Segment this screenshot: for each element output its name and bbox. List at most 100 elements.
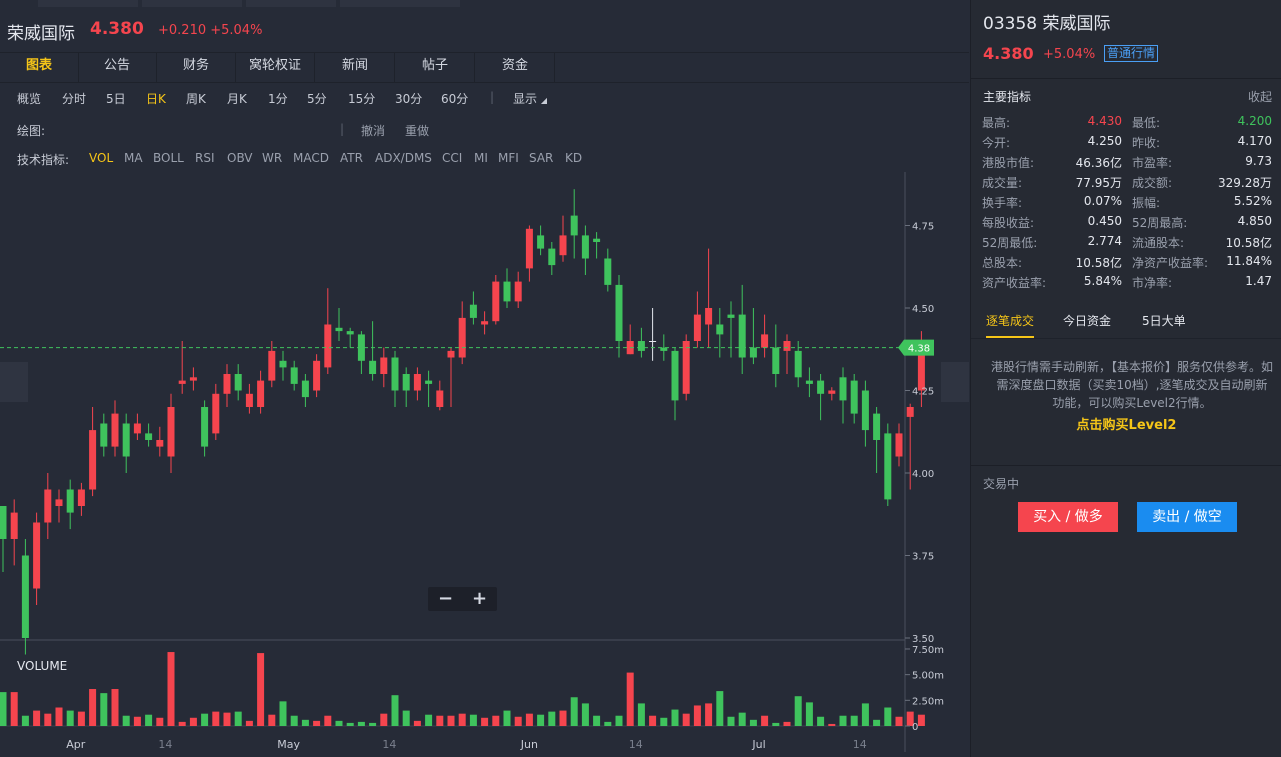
stock-tab[interactable] [246, 0, 336, 7]
candlestick-chart[interactable]: 4.75 4.50 4.25 4.00 3.75 3.50 7.50m 5.00m 2.50m… [0, 172, 969, 752]
period-daily[interactable]: 日K [146, 92, 166, 106]
period-15min[interactable]: 15分 [348, 92, 376, 106]
metric-row: 今开: 4.250 昨收: 4.170 [971, 132, 1281, 152]
metric-label: 流通股本: [1132, 236, 1185, 250]
period-5min[interactable]: 5分 [307, 92, 327, 106]
metric-row: 每股收益: 0.450 52周最高: 4.850 [971, 212, 1281, 232]
volume-bar [637, 703, 645, 726]
candle [917, 347, 925, 391]
metric-label: 最低: [1132, 116, 1161, 130]
quote-type-badge[interactable]: 普通行情 [1104, 45, 1159, 62]
candle [279, 360, 287, 368]
tab-financials[interactable]: 财务 [157, 52, 236, 82]
volume-bar [593, 715, 601, 726]
candle [44, 489, 52, 523]
period-monthly[interactable]: 月K [227, 92, 247, 106]
volume-bar [245, 720, 253, 726]
redo-button[interactable]: 重做 [405, 124, 430, 138]
scroll-left-button[interactable] [0, 362, 28, 402]
indicator-sar[interactable]: SAR [529, 151, 554, 165]
candle [850, 380, 858, 414]
candle [761, 334, 769, 348]
tab-news[interactable]: 新闻 [316, 52, 395, 82]
zoom-control: − + [428, 587, 497, 611]
volume-bar [649, 715, 657, 726]
tab-capital[interactable]: 资金 [476, 52, 555, 82]
indicator-vol[interactable]: VOL [89, 151, 114, 165]
tab-announcements[interactable]: 公告 [78, 52, 157, 82]
candle [895, 433, 903, 457]
tab-5day-large[interactable]: 5日大单 [1142, 314, 1186, 328]
tab-chart[interactable]: 图表 [0, 52, 79, 82]
indicator-atr[interactable]: ATR [340, 151, 363, 165]
volume-bar [805, 702, 813, 726]
volume-bar [761, 715, 769, 726]
metric-value: 329.28万 [1218, 176, 1272, 190]
indicator-mi[interactable]: MI [474, 151, 488, 165]
period-weekly[interactable]: 周K [186, 92, 206, 106]
candle [167, 407, 175, 457]
tab-tick-trades[interactable]: 逐笔成交 [986, 312, 1035, 338]
candle [100, 423, 108, 447]
volume-bar [425, 714, 433, 726]
collapse-button[interactable]: 收起 [1247, 90, 1272, 104]
period-5day[interactable]: 5日 [106, 92, 126, 106]
volume-bar [89, 689, 97, 726]
volume-tick-label: 5.00m [912, 671, 944, 682]
metric-value: 0.07% [1083, 194, 1122, 208]
x-tick-label: Jul [751, 738, 765, 751]
candle [884, 433, 892, 500]
display-dropdown[interactable]: 显示 ◢ [513, 90, 547, 107]
candle [436, 390, 444, 407]
buy-button[interactable]: 买入 / 做多 [1018, 502, 1118, 532]
indicator-wr[interactable]: WR [262, 151, 283, 165]
volume-bar [469, 714, 477, 726]
metric-label: 振幅: [1132, 196, 1161, 210]
candle [133, 423, 141, 434]
metric-row: 资产收益率: 5.84% 市净率: 1.47 [971, 272, 1281, 292]
indicator-adx[interactable]: ADX/DMS [375, 151, 432, 165]
indicator-obv[interactable]: OBV [227, 151, 253, 165]
undo-button[interactable]: 撤消 [361, 124, 386, 138]
indicator-mfi[interactable]: MFI [498, 151, 519, 165]
indicator-macd[interactable]: MACD [293, 151, 329, 165]
indicator-rsi[interactable]: RSI [195, 151, 215, 165]
indicator-cci[interactable]: CCI [442, 151, 463, 165]
zoom-in-button[interactable]: + [472, 588, 488, 609]
period-overview[interactable]: 概览 [17, 92, 42, 106]
volume-bar [794, 696, 802, 726]
scroll-right-button[interactable] [941, 362, 969, 402]
sell-button[interactable]: 卖出 / 做空 [1137, 502, 1237, 532]
volume-bar [906, 711, 914, 726]
candle [794, 350, 802, 378]
volume-bar [828, 723, 836, 726]
candle [469, 304, 477, 318]
stock-price: 4.380 [90, 19, 144, 39]
metric-label: 52周最高: [1132, 216, 1188, 230]
volume-bar [55, 707, 63, 726]
candle [693, 314, 701, 341]
indicator-ma[interactable]: MA [124, 151, 143, 165]
volume-bar [100, 693, 108, 726]
volume-bar [369, 722, 377, 726]
period-30min[interactable]: 30分 [395, 92, 423, 106]
volume-bar [570, 697, 578, 726]
candle [380, 357, 388, 374]
metric-label: 净资产收益率: [1132, 256, 1209, 270]
candle [503, 281, 511, 302]
stock-tab[interactable] [142, 0, 242, 7]
volume-bar [212, 711, 220, 726]
period-1min[interactable]: 1分 [268, 92, 288, 106]
buy-level2-link[interactable]: 点击购买Level2 [1076, 418, 1177, 433]
indicator-boll[interactable]: BOLL [153, 151, 184, 165]
tab-posts[interactable]: 帖子 [396, 52, 475, 82]
stock-tab[interactable] [38, 0, 138, 7]
stock-tab[interactable] [340, 0, 460, 7]
period-60min[interactable]: 60分 [441, 92, 469, 106]
tab-today-capital[interactable]: 今日资金 [1063, 314, 1112, 328]
tab-warrants[interactable]: 窝轮权证 [236, 52, 315, 82]
period-timeshare[interactable]: 分时 [62, 92, 87, 106]
indicator-kd[interactable]: KD [565, 151, 583, 165]
candle [122, 423, 130, 457]
zoom-out-button[interactable]: − [438, 588, 454, 609]
